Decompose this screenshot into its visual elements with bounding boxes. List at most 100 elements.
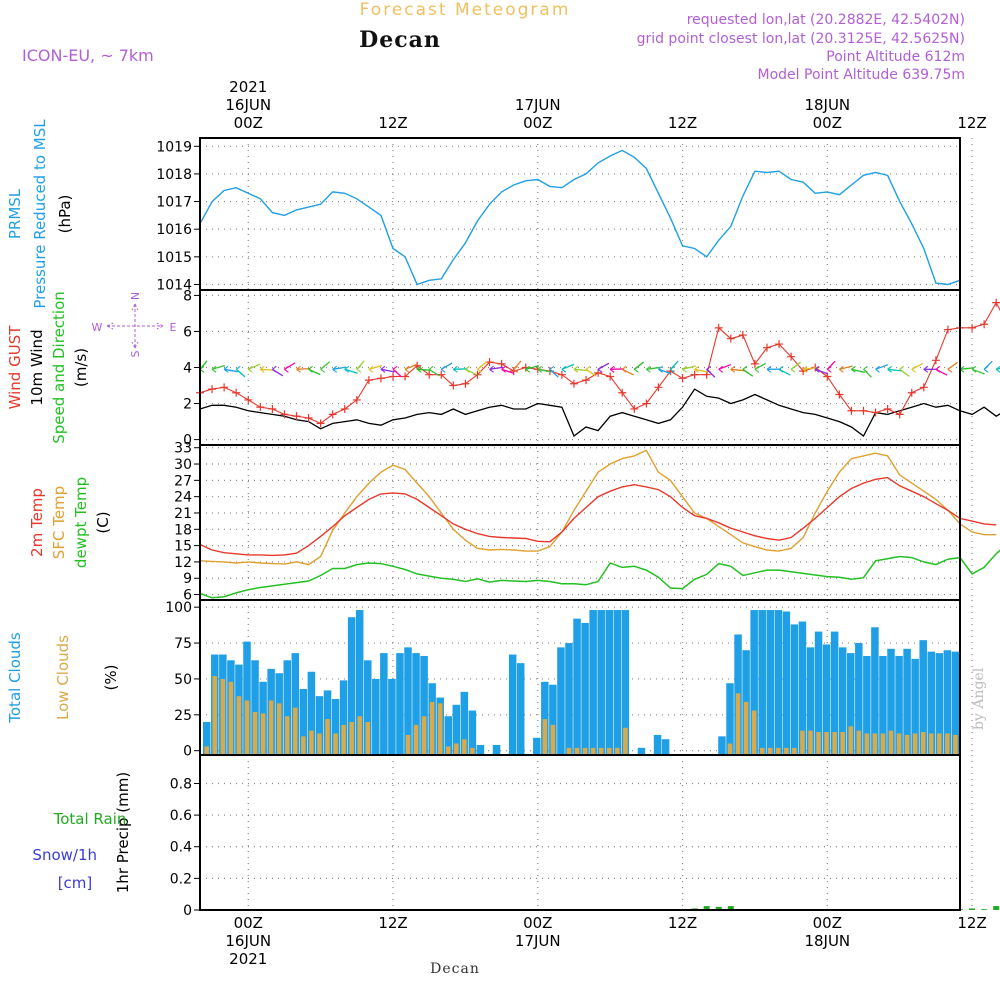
location-title: Decan (359, 27, 441, 53)
wind-arrow-head (404, 365, 410, 373)
total-cloud-bar (750, 610, 758, 755)
wind-arrow-head (682, 365, 687, 373)
wind-arrow-head (633, 365, 639, 373)
total-cloud-bar (605, 610, 613, 755)
gust-marker (847, 406, 856, 415)
dir-guide-v (131, 303, 139, 349)
low-cloud-bar (816, 732, 821, 755)
wind-direction-arrow (803, 366, 818, 370)
point-altitude: Point Altitude 612m (826, 49, 965, 65)
clouds-ytick-label: 50 (174, 672, 192, 688)
low-cloud-bar (824, 732, 829, 755)
wind-arrow-head (489, 365, 494, 373)
wind-direction-arrow (718, 363, 732, 370)
model-point-altitude: Model Point Altitude 639.75m (758, 67, 965, 83)
low-cloud-bar (937, 733, 942, 755)
wind-direction-arrow (573, 368, 588, 372)
product-title: Forecast Meteogram (360, 0, 571, 20)
wind-direction-arrow (996, 367, 1000, 370)
gust-marker (775, 340, 784, 349)
clouds-ytick-label: 75 (174, 636, 192, 652)
wind-ytick-label: 8 (183, 288, 192, 304)
wind-direction-arrow (224, 368, 238, 373)
top-time-label: 12Z (957, 114, 986, 132)
total-cloud-bar (412, 653, 420, 755)
total-cloud-bar (380, 653, 388, 755)
total-cloud-bar (871, 627, 879, 755)
wind-arrow-head (851, 365, 856, 373)
low-cloud-bar (542, 719, 548, 755)
low-cloud-bar (470, 747, 475, 755)
wind-arrow-head (368, 365, 374, 373)
gust-marker (992, 298, 1000, 307)
gust-marker (268, 404, 277, 413)
total-cloud-bar (863, 655, 871, 755)
gust-marker (232, 388, 241, 397)
total-cloud-bar (573, 618, 581, 755)
total-cloud-bar (388, 678, 396, 755)
plot-area: 1014 1015 1016 1017 1018 1019 PRMSL Pressure Re… (6, 78, 1000, 968)
low-cloud-bar (236, 696, 242, 755)
precip-ytick-label: 0.2 (170, 871, 192, 887)
wind-arrow-head (380, 365, 386, 373)
bottom-time-label: 18JUN (804, 932, 850, 950)
low-cloud-bar (808, 730, 813, 755)
wind-direction-arrow (694, 368, 709, 373)
wind-direction-arrow (489, 366, 504, 370)
low-cloud-bar (325, 719, 330, 755)
low-cloud-bar (929, 733, 934, 755)
gust-marker (931, 356, 940, 365)
total-cloud-bar (903, 648, 911, 755)
wind-arrow-head (585, 365, 591, 373)
total-cloud-bar (549, 684, 557, 755)
low-cloud-bar (252, 711, 258, 755)
low-cloud-bar (301, 736, 306, 755)
total-cloud-bar (307, 671, 316, 755)
wind-ytick-label: 0 (183, 433, 192, 449)
low-cloud-bar (462, 739, 467, 755)
gust-marker (907, 388, 916, 397)
total-cloud-bar (637, 747, 646, 755)
wind-ytick-label: 6 (183, 324, 192, 340)
total-cloud-bar (798, 621, 807, 755)
low-cloud-bar (454, 743, 459, 755)
dir-guide-n: N (129, 292, 142, 300)
wind-axis-label: Wind GUST (6, 325, 24, 410)
dir-guide-e: E (170, 321, 177, 334)
wind-direction-arrow (959, 367, 974, 370)
total-cloud-bar (452, 704, 461, 755)
gust-marker (557, 370, 566, 379)
top-time-label: 00Z (523, 114, 552, 132)
low-cloud-bar (607, 747, 612, 755)
gust-marker (943, 325, 952, 334)
low-cloud-bar (768, 747, 773, 755)
low-cloud-bar (792, 747, 797, 755)
low-cloud-bar (309, 730, 314, 755)
low-cloud-bar (574, 747, 580, 755)
total-cloud-bar (790, 624, 799, 755)
gust-marker (738, 331, 747, 340)
gust-marker (280, 410, 289, 419)
low-cloud-bar (880, 733, 886, 755)
total-cloud-bar (516, 663, 525, 755)
gust-marker (690, 370, 699, 379)
total-cloud-bar (653, 734, 662, 755)
gust-marker (654, 383, 663, 392)
gust-marker (968, 323, 977, 332)
gust-marker (220, 383, 229, 392)
wind-ytick-label: 2 (183, 397, 192, 413)
low-cloud-bar (421, 716, 427, 755)
low-cloud-bar (856, 730, 862, 755)
gust-marker (328, 410, 337, 419)
wind-direction-arrow (646, 366, 661, 370)
gust-line (199, 301, 1000, 425)
bottom-time-label: 00Z (813, 914, 842, 932)
wind-arrow-head (754, 365, 760, 373)
total-cloud-bar (243, 641, 251, 755)
temp-ytick-label: 6 (183, 588, 192, 604)
wind-direction-arrow (525, 365, 539, 370)
precip-frame (199, 754, 961, 911)
wind-direction-arrow (682, 365, 696, 370)
low-cloud-bar (293, 707, 298, 755)
total-cloud-bar (847, 653, 855, 755)
